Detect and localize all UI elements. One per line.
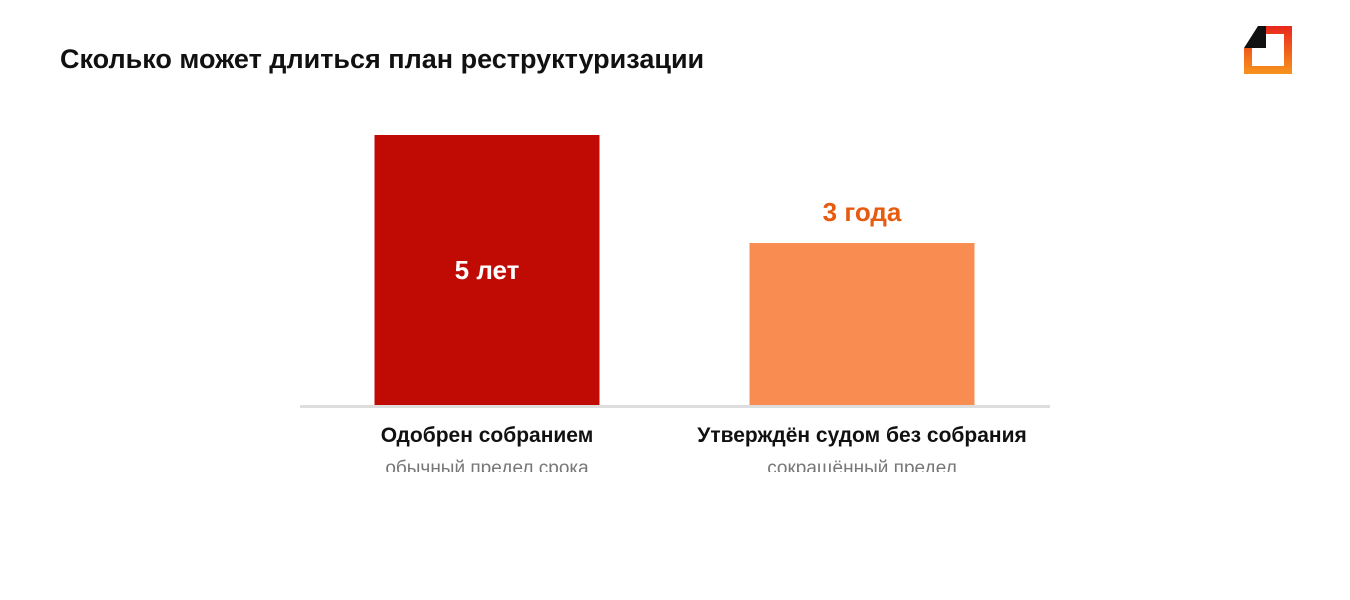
bar-2-value-label: 3 года [823, 197, 902, 227]
category-label-1: Одобрен собранием [380, 424, 594, 447]
bar-2 [749, 243, 975, 405]
category-sublabel-1: обычный предел срока [385, 458, 589, 472]
bar-1-value-label: 5 лет [455, 255, 520, 285]
category-sublabel-clip-2: сокращённый предел [652, 458, 1072, 472]
category-sublabel-2: сокращённый предел [767, 458, 957, 472]
category-label-2: Утверждён судом без собрания [697, 424, 1027, 447]
page-title: Сколько может длиться план реструктуриза… [60, 44, 705, 74]
category-sublabel-clip-1: обычный предел срока [277, 458, 697, 472]
bar-1 [374, 135, 600, 405]
brand-logo-icon [1244, 26, 1292, 74]
